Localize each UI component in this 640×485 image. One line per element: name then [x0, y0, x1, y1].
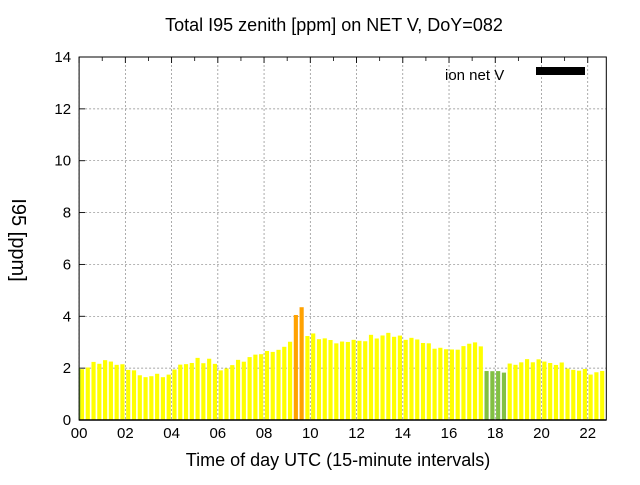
- svg-text:04: 04: [163, 425, 180, 442]
- svg-text:14: 14: [394, 425, 411, 442]
- svg-text:08: 08: [256, 425, 273, 442]
- svg-text:Total I95 zenith [ppm] on NET: Total I95 zenith [ppm] on NET V, DoY=082: [165, 15, 503, 35]
- svg-text:20: 20: [533, 425, 550, 442]
- svg-text:I95 [ppm]: I95 [ppm]: [7, 198, 29, 281]
- svg-text:10: 10: [54, 153, 71, 170]
- svg-text:18: 18: [487, 425, 504, 442]
- svg-text:10: 10: [302, 425, 319, 442]
- svg-text:06: 06: [209, 425, 226, 442]
- svg-text:2: 2: [63, 360, 71, 377]
- svg-text:ion net V: ion net V: [445, 67, 504, 84]
- svg-text:16: 16: [441, 425, 458, 442]
- svg-text:14: 14: [54, 49, 71, 66]
- svg-text:00: 00: [71, 425, 88, 442]
- svg-text:22: 22: [579, 425, 596, 442]
- svg-text:4: 4: [63, 308, 71, 325]
- svg-text:6: 6: [63, 256, 71, 273]
- svg-text:02: 02: [117, 425, 134, 442]
- svg-text:8: 8: [63, 205, 71, 222]
- svg-text:Time of day UTC (15-minute int: Time of day UTC (15-minute intervals): [186, 450, 490, 470]
- svg-text:12: 12: [348, 425, 365, 442]
- svg-text:12: 12: [54, 101, 71, 118]
